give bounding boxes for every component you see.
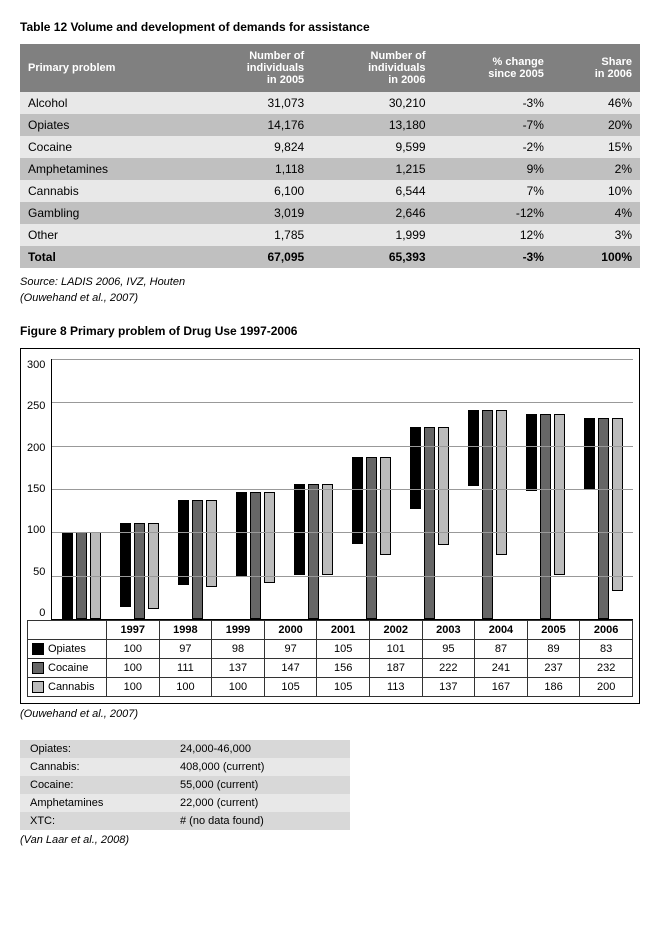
table12-header: Primary problem [20, 44, 191, 92]
bar [540, 414, 551, 619]
figure8-chart: 300250200150100500 199719981999200020012… [20, 348, 640, 704]
table-row: XTC:# (no data found) [20, 812, 350, 830]
table12-header: Number ofindividualsin 2006 [312, 44, 433, 92]
table-row: Opiates14,17613,180-7%20% [20, 114, 640, 136]
table-row: Gambling3,0192,646-12%4% [20, 202, 640, 224]
bar [438, 427, 449, 546]
figure8-cite: (Ouwehand et al., 2007) [20, 708, 640, 720]
bar [526, 414, 537, 491]
table12-title: Table 12 Volume and development of deman… [20, 20, 640, 34]
total-row: Total67,09565,393-3%100% [20, 246, 640, 268]
table12-header: % changesince 2005 [434, 44, 552, 92]
table-row: Other1,7851,99912%3% [20, 224, 640, 246]
bar [236, 492, 247, 576]
bar [250, 492, 261, 619]
bar [366, 457, 377, 619]
bar [468, 410, 479, 485]
bar [120, 523, 131, 607]
table-row: Cocaine9,8249,599-2%15% [20, 136, 640, 158]
chart-data-table: 1997199819992000200120022003200420052006… [27, 620, 633, 697]
table12-source: Source: LADIS 2006, IVZ, Houten [20, 276, 640, 288]
bar [554, 414, 565, 575]
bar [148, 523, 159, 610]
table-row: Amphetamines1,1181,2159%2% [20, 158, 640, 180]
bar [308, 484, 319, 619]
bar [482, 410, 493, 619]
table-row: Cannabis:408,000 (current) [20, 758, 350, 776]
bar [352, 457, 363, 545]
small-cite: (Van Laar et al., 2008) [20, 834, 640, 846]
table12-header: Number ofindividualsin 2005 [191, 44, 312, 92]
table-row: Cocaine:55,000 (current) [20, 776, 350, 794]
table12-header: Sharein 2006 [552, 44, 640, 92]
bar [598, 418, 609, 619]
table12: Primary problemNumber ofindividualsin 20… [20, 44, 640, 268]
bar [410, 427, 421, 509]
table-row: Opiates:24,000-46,000 [20, 740, 350, 758]
bar [424, 427, 435, 619]
table12-cite: (Ouwehand et al., 2007) [20, 292, 640, 304]
bar [264, 492, 275, 583]
prevalence-table: Opiates:24,000-46,000Cannabis:408,000 (c… [20, 740, 350, 830]
table-row: Cannabis6,1006,5447%10% [20, 180, 640, 202]
bar [192, 500, 203, 619]
y-axis: 300250200150100500 [27, 359, 51, 619]
bar [380, 457, 391, 555]
bar [206, 500, 217, 587]
table-row: Alcohol31,07330,210-3%46% [20, 92, 640, 114]
bar [134, 523, 145, 619]
bar [612, 418, 623, 591]
table-row: Amphetamines22,000 (current) [20, 794, 350, 812]
bar [294, 484, 305, 575]
bar [584, 418, 595, 490]
figure8-title: Figure 8 Primary problem of Drug Use 199… [20, 324, 640, 338]
plot-area [51, 359, 633, 620]
bar [178, 500, 189, 585]
bar [322, 484, 333, 575]
